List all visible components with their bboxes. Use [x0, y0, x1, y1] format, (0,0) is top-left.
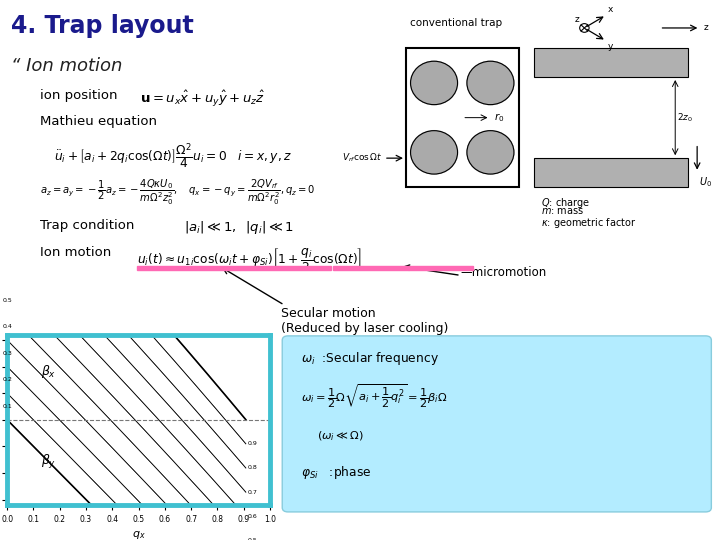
Text: $\kappa$: geometric factor: $\kappa$: geometric factor	[541, 216, 636, 230]
Bar	[137, 266, 331, 270]
Text: 0.4: 0.4	[3, 325, 12, 329]
Text: $2z_0$: $2z_0$	[677, 111, 693, 124]
Text: Ion motion: Ion motion	[40, 246, 111, 259]
Text: $\mathbf{u} = u_x\hat{x} + u_y\hat{y} + u_z\hat{z}$: $\mathbf{u} = u_x\hat{x} + u_y\hat{y} + …	[140, 89, 266, 109]
Text: x: x	[608, 4, 613, 14]
Text: $U_0$: $U_0$	[698, 176, 712, 190]
Text: $\beta_y$: $\beta_y$	[41, 453, 57, 471]
Text: $u_i(t) \approx u_{1i}\cos(\omega_i t + \varphi_{Si})\left[1 + \dfrac{q_i}{2}\co: $u_i(t) \approx u_{1i}\cos(\omega_i t + …	[137, 246, 362, 273]
X-axis label: $q_x$: $q_x$	[132, 529, 145, 540]
Text: conventional trap: conventional trap	[410, 18, 502, 28]
Text: z: z	[575, 15, 580, 24]
Circle shape	[467, 131, 514, 174]
Polygon shape	[534, 158, 688, 187]
Text: $\varphi_{Si}$   :phase: $\varphi_{Si}$ :phase	[301, 464, 372, 481]
Text: 0.7: 0.7	[247, 490, 257, 495]
Text: Secular motion
(Reduced by laser cooling): Secular motion (Reduced by laser cooling…	[281, 307, 448, 335]
Text: 0.8: 0.8	[247, 465, 257, 470]
Text: 4. Trap layout: 4. Trap layout	[11, 14, 194, 37]
Circle shape	[410, 131, 457, 174]
Text: $\ddot{u}_i + \left[a_i + 2q_i\cos(\Omega t)\right]\dfrac{\Omega^2}{4}u_i = 0 \q: $\ddot{u}_i + \left[a_i + 2q_i\cos(\Omeg…	[54, 141, 292, 171]
Text: 0.1: 0.1	[3, 404, 12, 409]
Text: Mathieu equation: Mathieu equation	[40, 115, 157, 128]
Text: 0.5: 0.5	[247, 538, 257, 540]
Text: $\omega_i = \dfrac{1}{2}\Omega\sqrt{a_i + \dfrac{1}{2}q_i^2} = \dfrac{1}{2}\beta: $\omega_i = \dfrac{1}{2}\Omega\sqrt{a_i …	[301, 382, 448, 410]
Text: y: y	[608, 43, 613, 51]
Text: 0.2: 0.2	[3, 377, 12, 382]
Circle shape	[467, 61, 514, 105]
Text: 0.3: 0.3	[3, 351, 12, 356]
Text: $\omega_i$  :Secular frequency: $\omega_i$ :Secular frequency	[301, 350, 439, 367]
Circle shape	[410, 61, 457, 105]
Text: ion position: ion position	[40, 89, 117, 102]
Text: $a_z = a_y = -\dfrac{1}{2}a_z = -\dfrac{4Q\kappa U_0}{m\Omega^2 z_0^2},\quad q_x: $a_z = a_y = -\dfrac{1}{2}a_z = -\dfrac{…	[40, 177, 315, 207]
Text: —micromotion: —micromotion	[461, 266, 547, 279]
Text: 0.5: 0.5	[3, 298, 12, 303]
Text: 0.9: 0.9	[247, 441, 257, 447]
Text: z: z	[703, 23, 708, 32]
Polygon shape	[534, 48, 688, 77]
Text: $(\omega_i \ll \Omega)$: $(\omega_i \ll \Omega)$	[317, 429, 364, 443]
Text: Trap condition: Trap condition	[40, 219, 134, 232]
Text: $r_0$: $r_0$	[494, 111, 504, 124]
Text: “ Ion motion: “ Ion motion	[11, 57, 122, 75]
Text: $V_{rf}\cos\Omega t$: $V_{rf}\cos\Omega t$	[342, 152, 382, 164]
FancyBboxPatch shape	[282, 336, 711, 512]
Text: $\beta_x$: $\beta_x$	[41, 363, 57, 380]
Text: 0.6: 0.6	[247, 514, 257, 519]
Text: $Q$: charge: $Q$: charge	[541, 195, 590, 210]
Text: $|a_i| \ll 1,\;\; |q_i| \ll 1$: $|a_i| \ll 1,\;\; |q_i| \ll 1$	[184, 219, 294, 235]
Text: $m$: mass: $m$: mass	[541, 206, 584, 216]
Bar	[333, 266, 473, 270]
